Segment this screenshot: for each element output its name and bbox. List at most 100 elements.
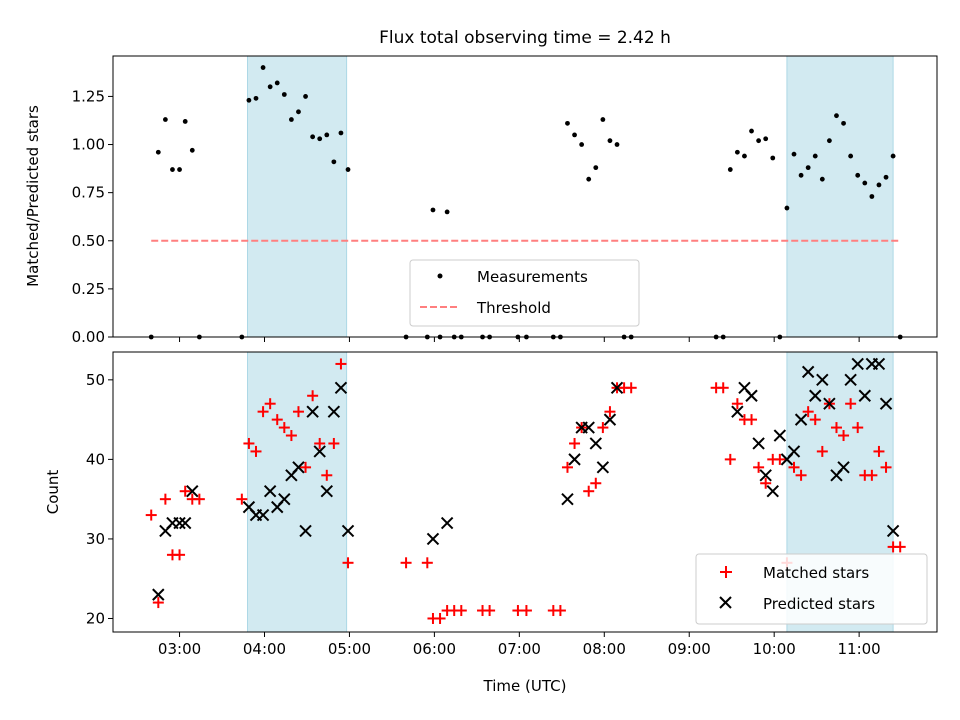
measurement-point [756,138,762,144]
measurement-point [331,159,337,165]
bottom-count-points [145,357,906,624]
measurement-point [770,155,776,161]
matched-star-point [583,485,595,497]
matched-star-point [788,461,800,473]
y-tick-label: 0.75 [72,184,105,202]
matched-star-point [159,493,171,505]
measurement-point [155,149,161,155]
measurement-point [260,65,266,70]
predicted-star-point [596,461,610,474]
bottom-legend-box [695,553,928,625]
matched-star-point [866,469,878,481]
matched-star-point [894,541,906,553]
top-shaded-spans [247,55,894,338]
measurement-point [444,209,450,215]
measurement-point [855,172,861,178]
predicted-star-point [313,445,326,458]
predicted-star-point [263,484,277,498]
predicted-star-point [851,357,864,371]
matched-star-point [746,414,758,426]
top-axes-frame [112,55,938,338]
matched-star-point [880,461,892,473]
measurement-point [572,132,577,138]
predicted-star-point [299,524,312,538]
matched-star-point [342,557,354,569]
matched-star-point [400,557,412,569]
measurement-point [182,119,188,124]
matched-star-point [292,406,304,418]
predicted-star-point [837,461,850,474]
predicted-star-point [306,405,319,418]
predicted-star-point [440,516,454,530]
measurement-point [819,176,825,182]
x-tick-label: 08:00 [583,640,626,658]
predicted-star-point [759,469,772,482]
measurement-point [338,130,344,136]
matched-star-point [520,605,532,617]
measurement-point [246,97,252,103]
predicted-star-point [186,484,199,498]
predicted-star-point [801,365,815,379]
top-y-axis-label: Matched/Predicted stars [24,105,42,287]
measurement-point [303,94,308,99]
x-tick-label: 07:00 [498,640,541,658]
bottom-x-ticks: 03:00 04:00 05:00 06:00 07:00 08:00 09:00 10:00… [158,632,881,658]
matched-star-point [300,461,312,473]
x-tick-label: 09:00 [668,640,711,658]
y-tick-label: 50 [86,371,105,389]
measurement-point [324,132,330,138]
predicted-star-point [603,413,617,426]
matched-star-point [795,469,807,481]
y-tick-label: 40 [86,450,105,468]
y-tick-label: 1.00 [72,136,105,154]
predicted-star-point [582,421,595,434]
predicted-star-point [809,389,822,402]
predicted-star-point [731,405,744,418]
legend-predicted-marker [719,596,732,609]
measurement-point [296,109,301,115]
y-tick-label: 1.25 [72,87,105,105]
matched-star-point [307,390,319,402]
measurement-point [749,128,754,134]
predicted-star-point [745,389,758,402]
measurement-point [812,153,818,159]
predicted-star-point [341,524,355,538]
measurement-point [805,165,811,171]
ratio-panel: Flux total observing time = 2.42 h 0.000… [24,28,938,346]
predicted-star-point [844,373,857,387]
shaded-span [247,351,348,633]
x-tick-label: 04:00 [243,640,286,658]
predicted-star-point [752,437,765,450]
measurement-point [848,153,854,159]
matched-star-point [193,493,205,505]
matched-star-point [554,605,566,617]
predicted-star-point [773,429,787,442]
measurement-point [607,138,613,144]
measurement-point [876,182,882,188]
predicted-star-point [766,484,779,498]
matched-star-point [569,437,581,449]
measurement-point [565,120,570,126]
bottom-y-axis-label: Count [44,470,62,515]
predicted-star-point [872,357,886,371]
measurement-point [841,120,846,126]
y-tick-label: 20 [86,609,105,627]
x-tick-label: 06:00 [413,640,456,658]
x-axis-label: Time (UTC) [483,677,567,695]
x-tick-label: 10:00 [753,640,796,658]
y-tick-label: 0.00 [72,328,105,346]
predicted-star-point [278,492,291,506]
matched-star-point [717,382,729,394]
predicted-star-point [879,397,893,410]
measurement-point [791,151,797,157]
y-tick-label: 0.50 [72,232,105,250]
y-tick-label: 0.25 [72,280,105,298]
measurement-point [317,136,323,142]
matched-star-point [809,414,821,426]
matched-star-point [236,493,248,505]
matched-star-point [314,437,326,449]
predicted-star-point [794,413,808,426]
matched-star-point [484,605,496,617]
measurement-point [600,117,606,122]
